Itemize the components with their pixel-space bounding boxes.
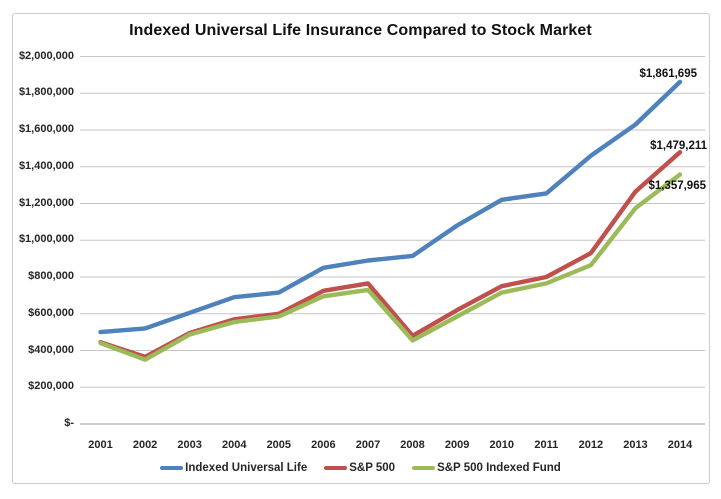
x-axis-tick-label: 2013 xyxy=(623,439,648,451)
y-axis-tick-label: $600,000 xyxy=(28,306,74,319)
x-axis-tick-label: 2011 xyxy=(534,439,559,451)
x-axis-tick-label: 2004 xyxy=(221,439,247,451)
legend-item-indexed-universal-life: Indexed Universal Life xyxy=(160,462,307,474)
y-axis-tick-label: $200,000 xyxy=(28,380,74,393)
series-end-label: $1,479,211 xyxy=(650,139,707,152)
y-axis-tick-label: $400,000 xyxy=(28,343,74,356)
legend-label: Indexed Universal Life xyxy=(185,462,308,474)
x-axis-tick-label: 2008 xyxy=(400,439,425,451)
y-axis-tick-label: $800,000 xyxy=(28,270,74,282)
series-line-s-p-500 xyxy=(98,149,683,360)
x-axis-tick-label: 2014 xyxy=(667,439,693,451)
legend-line-swatch xyxy=(412,465,436,471)
chart-title: Indexed Universal Life Insurance Compare… xyxy=(129,22,592,39)
series-end-label: $1,861,695 xyxy=(639,68,697,81)
legend-label: S&P 500 Indexed Fund xyxy=(437,462,561,474)
y-axis-tick-label: $2,000,000 xyxy=(18,49,74,62)
legend: Indexed Universal Life S&P 500 S&P 500 Ind… xyxy=(0,462,721,474)
x-axis-tick-label: 2012 xyxy=(578,439,604,451)
legend-line-swatch xyxy=(324,465,348,471)
y-axis-tick-label: $1,400,000 xyxy=(18,159,74,172)
x-axis-tick-label: 2003 xyxy=(177,439,202,451)
x-axis-tick-label: 2006 xyxy=(311,439,336,451)
x-axis-tick-label: 2009 xyxy=(444,439,470,451)
x-axis-tick-label: 2007 xyxy=(355,439,381,451)
x-axis-tick-label: 2005 xyxy=(266,439,292,451)
y-axis-tick-label: $1,600,000 xyxy=(18,123,74,135)
series-end-label: $1,357,965 xyxy=(648,180,706,193)
y-axis-tick-label: $1,200,000 xyxy=(18,196,74,209)
legend-label: S&P 500 xyxy=(349,462,396,474)
y-axis-tick-label: $- xyxy=(64,417,74,429)
legend-line-swatch xyxy=(160,465,184,471)
series-line-indexed-universal-life xyxy=(98,79,683,335)
legend-item-s-p-500: S&P 500 xyxy=(324,462,395,474)
x-axis-tick-label: 2010 xyxy=(489,439,514,451)
x-axis-tick-label: 2001 xyxy=(88,439,113,451)
series-line-s-p-500-indexed-fund xyxy=(98,172,683,362)
legend-item-s-p-500-indexed-fund: S&P 500 Indexed Fund xyxy=(412,462,561,474)
y-axis-tick-label: $1,000,000 xyxy=(18,233,74,246)
y-axis-tick-label: $1,800,000 xyxy=(18,86,74,99)
x-axis-tick-label: 2002 xyxy=(132,439,158,451)
